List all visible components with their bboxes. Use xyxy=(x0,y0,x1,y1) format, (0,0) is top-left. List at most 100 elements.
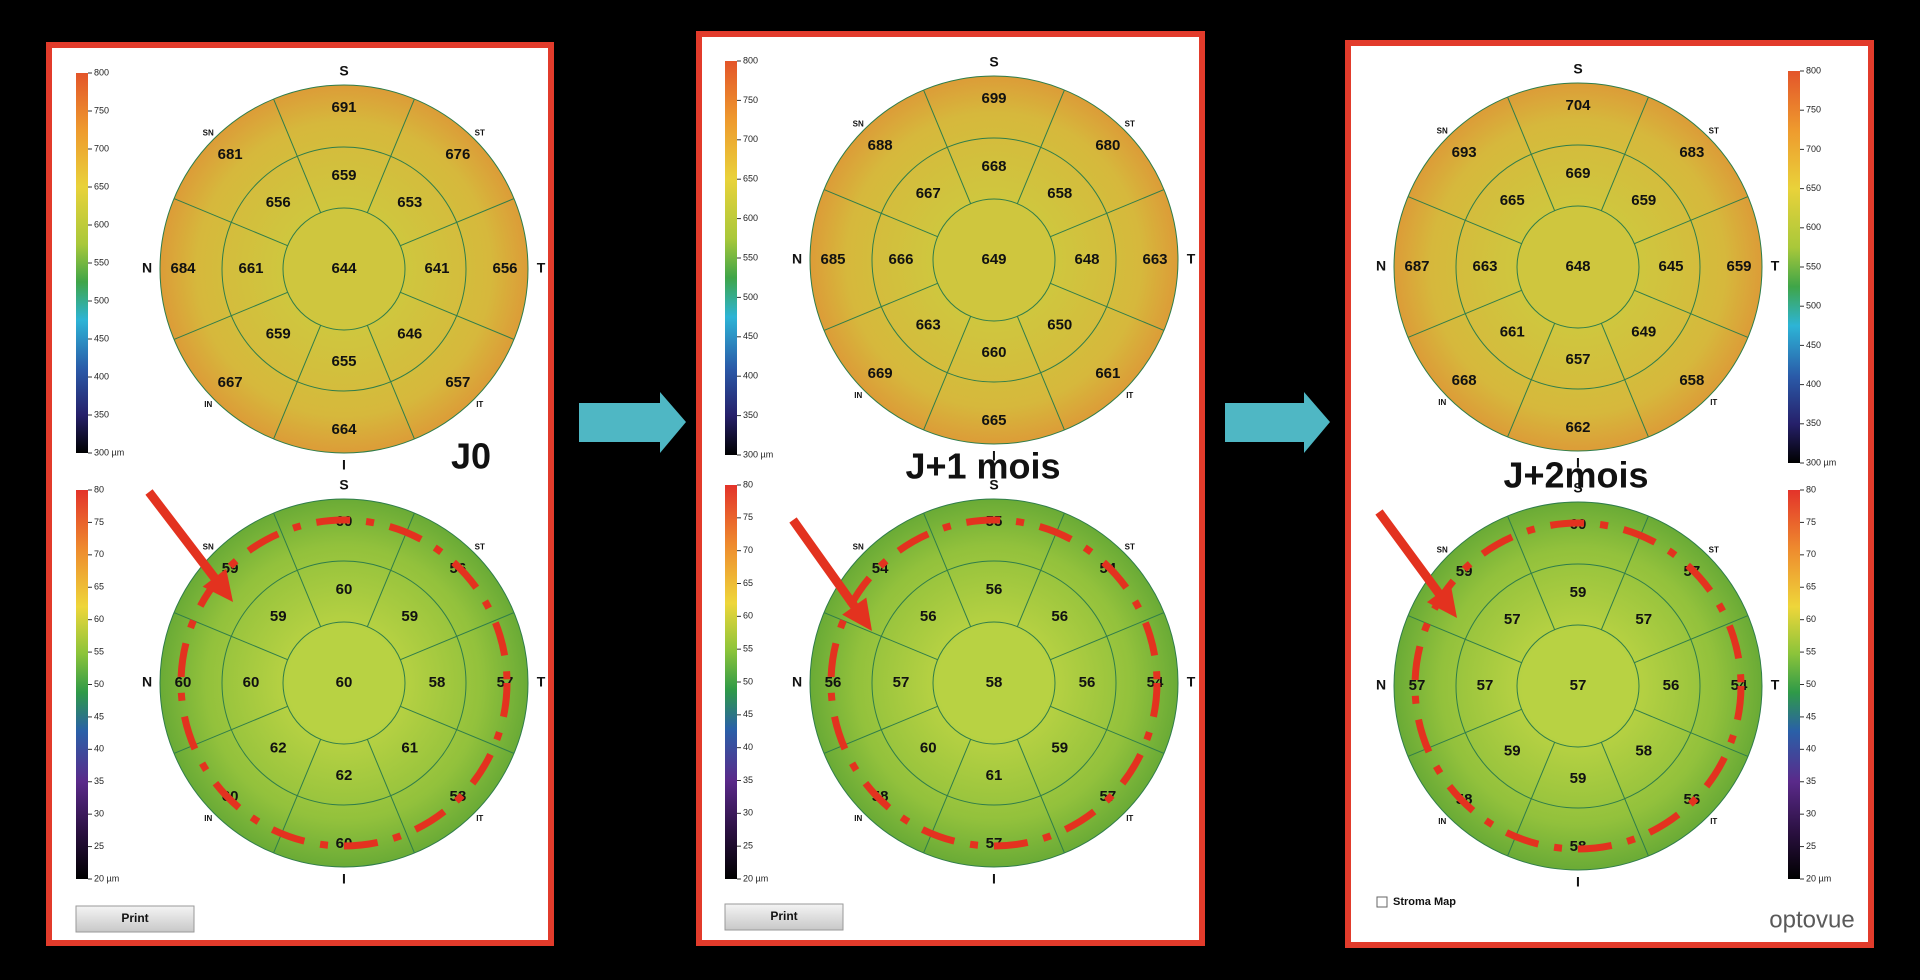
zone-value: 649 xyxy=(1631,324,1656,341)
scale-label: 70 xyxy=(1806,549,1816,559)
zone-value: 683 xyxy=(1679,144,1704,161)
direction-label: SN xyxy=(1437,545,1448,554)
direction-label: S xyxy=(339,63,348,79)
direction-label: I xyxy=(1576,455,1580,471)
zone-value: 59 xyxy=(401,608,418,625)
scale-label: 700 xyxy=(94,143,109,153)
sector-line xyxy=(1507,323,1556,438)
direction-label: SN xyxy=(203,542,214,551)
direction-label: S xyxy=(1573,480,1582,496)
arrow xyxy=(1225,392,1330,453)
scale-label: 60 xyxy=(1806,614,1816,624)
scale-label: 70 xyxy=(94,549,104,559)
dashed-ring xyxy=(177,516,511,850)
zone-value: 646 xyxy=(397,326,422,343)
direction-label: I xyxy=(992,871,996,887)
direction-label: IT xyxy=(476,400,483,409)
zone-value: 663 xyxy=(1472,258,1497,275)
scale-label: 800 xyxy=(1806,65,1821,75)
zone-value: 660 xyxy=(981,344,1006,361)
sector-line xyxy=(823,189,938,238)
zone-value: 669 xyxy=(1565,165,1590,182)
print-button-label: Print xyxy=(770,909,797,923)
scale-label: 400 xyxy=(743,371,758,381)
direction-label: N xyxy=(1376,258,1386,274)
scale-label: 35 xyxy=(94,776,104,786)
zone-value: 56 xyxy=(1051,608,1068,625)
zone-value: 58 xyxy=(1635,743,1652,760)
epithelium-map xyxy=(159,498,529,868)
direction-label: ST xyxy=(1709,545,1719,554)
zone-line xyxy=(221,146,467,392)
sector-line xyxy=(1050,612,1165,661)
scale-label: 450 xyxy=(743,331,758,341)
zone-line xyxy=(221,560,467,806)
scale-label: 600 xyxy=(94,219,109,229)
scale-label: 400 xyxy=(1806,379,1821,389)
print-button[interactable] xyxy=(724,903,844,931)
scale-label: 75 xyxy=(743,512,753,522)
scale-label: 650 xyxy=(1806,183,1821,193)
direction-label: I xyxy=(992,448,996,464)
visit-label: J+1 mois xyxy=(905,446,1060,487)
visit-label: J0 xyxy=(451,436,491,477)
scale-label: 350 xyxy=(1806,418,1821,428)
direction-label: IT xyxy=(1710,398,1717,407)
sector-line xyxy=(1016,316,1065,431)
direction-label: N xyxy=(792,674,802,690)
direction-label: N xyxy=(792,251,802,267)
scale-label: 500 xyxy=(1806,301,1821,311)
zone-value: 681 xyxy=(218,146,243,163)
print-button[interactable] xyxy=(75,905,195,933)
pachymetry-map xyxy=(809,75,1179,445)
zone-value: 661 xyxy=(238,260,263,277)
zone-value: 657 xyxy=(445,374,470,391)
direction-label: IT xyxy=(1126,814,1133,823)
direction-label: SN xyxy=(1437,126,1448,135)
zone-value: 663 xyxy=(1142,251,1167,268)
zone-value: 687 xyxy=(1404,258,1429,275)
zone-value: 668 xyxy=(981,158,1006,175)
checkbox[interactable] xyxy=(1376,896,1388,908)
scale-label: 400 xyxy=(94,371,109,381)
scale-label: 45 xyxy=(94,711,104,721)
direction-label: T xyxy=(1771,677,1780,693)
zone-value: 62 xyxy=(336,767,353,784)
sector-line xyxy=(1050,705,1165,754)
sector-line xyxy=(923,316,972,431)
scale-label: 55 xyxy=(1806,646,1816,656)
sector-line xyxy=(400,291,515,340)
scale-label: 800 xyxy=(94,67,109,77)
color-scale xyxy=(725,61,737,455)
sector-line xyxy=(1407,289,1522,338)
scale-label: 30 xyxy=(743,808,753,818)
direction-label: IT xyxy=(1126,391,1133,400)
sector-line xyxy=(273,325,322,440)
color-scale xyxy=(76,490,88,879)
pachymetry-map xyxy=(1393,82,1763,452)
zone-line xyxy=(282,207,406,331)
sector-line xyxy=(1050,282,1165,331)
scale-label: 50 xyxy=(94,679,104,689)
direction-label: IT xyxy=(476,814,483,823)
direction-label: S xyxy=(339,477,348,493)
direction-label: SN xyxy=(853,542,864,551)
scale-label: 450 xyxy=(1806,340,1821,350)
scale-label: 600 xyxy=(743,213,758,223)
zone-value: 57 xyxy=(1504,611,1521,628)
zone-value: 648 xyxy=(1565,258,1590,275)
scale-label: 650 xyxy=(743,174,758,184)
sector-line xyxy=(1600,323,1649,438)
scale-label: 300 µm xyxy=(94,447,124,457)
zone-line xyxy=(1516,624,1640,748)
direction-label: ST xyxy=(475,128,485,137)
direction-label: ST xyxy=(1125,542,1135,551)
zone-value: 680 xyxy=(1095,137,1120,154)
scale-label: 300 µm xyxy=(743,449,773,459)
sector-line xyxy=(1016,739,1065,854)
scale-label: 20 µm xyxy=(743,873,768,883)
checkbox-label: Stroma Map xyxy=(1393,896,1456,908)
zone-value: 693 xyxy=(1452,144,1477,161)
direction-label: IN xyxy=(854,391,862,400)
